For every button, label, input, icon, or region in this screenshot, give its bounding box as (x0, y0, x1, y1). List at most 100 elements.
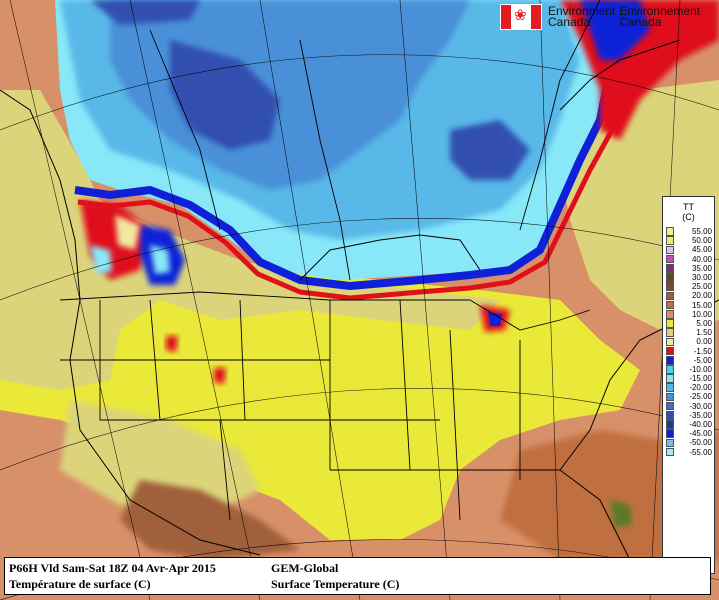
legend-label: 40.00 (691, 254, 712, 264)
legend-label: -25.00 (689, 392, 712, 402)
legend-entry: 10.00 (666, 310, 712, 319)
legend-label: -55.00 (689, 447, 712, 457)
legend-label: -1.50 (693, 346, 712, 356)
legend-swatch (666, 319, 674, 328)
legend-swatch (666, 346, 674, 356)
legend-swatch (666, 309, 674, 319)
legend-label: 25.00 (691, 282, 712, 292)
legend-entry: -45.00 (666, 429, 712, 438)
wordmark-fr-line2: Canada (619, 15, 662, 29)
mountain-cold-pocket-3 (90, 245, 112, 274)
legend-label: -35.00 (689, 410, 712, 420)
legend-entry: 30.00 (666, 273, 712, 282)
legend-swatch (666, 273, 674, 282)
florida-hot-spot (610, 500, 632, 528)
legend-entry: -55.00 (666, 448, 712, 457)
legend-swatch (666, 264, 674, 273)
legend-label: -20.00 (689, 383, 712, 393)
legend-swatch (666, 383, 674, 393)
legend-entry: 40.00 (666, 255, 712, 264)
legend-label: -40.00 (689, 420, 712, 430)
legend-swatch (666, 245, 674, 255)
cool-olive-south (60, 400, 260, 520)
legend-swatch (666, 438, 674, 448)
legend-swatch (666, 328, 674, 337)
legend-entry: 50.00 (666, 236, 712, 245)
legend-variable: TT (683, 202, 694, 212)
legend-swatch (666, 337, 674, 347)
legend-entry: -1.50 (666, 346, 712, 356)
legend-swatch (666, 300, 674, 310)
legend-entry: -30.00 (666, 402, 712, 411)
legend-label: -10.00 (689, 364, 712, 374)
legend-entry: 0.00 (666, 337, 712, 346)
mountain-cold-pocket-9 (214, 368, 226, 384)
legend-units: (C) (682, 212, 695, 222)
legend-entry: 20.00 (666, 291, 712, 300)
legend-entry: 1.50 (666, 328, 712, 337)
legend-label: 10.00 (691, 309, 712, 319)
political-boundaries (59, 0, 601, 521)
legend-swatch (666, 282, 674, 292)
legend-entry: 15.00 (666, 301, 712, 310)
legend-swatch (666, 227, 674, 236)
cool-olive-region (0, 90, 500, 390)
title-french: Température de surface (C) (9, 577, 151, 591)
freezing-line-red (77, 39, 625, 301)
legend-label: -50.00 (689, 438, 712, 448)
legend-swatch (666, 236, 674, 246)
legend-label: 20.00 (691, 291, 712, 301)
title-english: Surface Temperature (C) (271, 577, 400, 591)
legend-swatch (666, 401, 674, 411)
legend-swatch (666, 291, 674, 301)
legend-swatch (666, 429, 674, 439)
legend-entry: 55.00 (666, 227, 712, 236)
legend-label: -30.00 (689, 401, 712, 411)
agency-wordmark: Environment Environnement Canada Canada (548, 4, 701, 29)
legend-swatch (666, 254, 674, 264)
legend-label: -5.00 (693, 355, 712, 365)
legend-entry: 45.00 (666, 245, 712, 254)
mountain-cold-pocket-4 (150, 245, 170, 274)
valid-time-label: P66H Vld Sam-Sat 18Z 04 Avr-Apr 2015 (9, 561, 216, 575)
legend-label: 45.00 (691, 245, 712, 255)
legend-entry: -20.00 (666, 383, 712, 392)
legend-swatch (666, 355, 674, 365)
legend-label: 1.50 (696, 328, 712, 338)
legend-label: -15.00 (689, 374, 712, 384)
legend-label: -45.00 (689, 429, 712, 439)
northeast-cold-band-blue (580, 0, 650, 60)
mountain-cold-pocket-7 (488, 312, 502, 326)
cold-top-band (90, 0, 200, 25)
canada-flag-icon (500, 4, 542, 30)
legend-swatch (666, 447, 674, 457)
legend-entry: -35.00 (666, 411, 712, 420)
legend-label: 15.00 (691, 300, 712, 310)
legend-label: 30.00 (691, 273, 712, 283)
legend-entry: -40.00 (666, 420, 712, 429)
wordmark-en-line1: Environment (548, 4, 616, 18)
legend-entry: 5.00 (666, 319, 712, 328)
wordmark-fr-line1: Environnement (619, 4, 701, 18)
freezing-line-blue (74, 39, 612, 290)
legend-label: 5.00 (696, 318, 712, 328)
legend-entries: 55.00 50.00 45.00 40.00 35.00 30.00 25.00 20.00… (666, 227, 712, 457)
cold-deep-blue-core (170, 40, 280, 150)
mountain-cold-pocket-8 (166, 336, 178, 352)
legend-entry: -5.00 (666, 356, 712, 365)
legend-label: 50.00 (691, 236, 712, 246)
legend-entry: -10.00 (666, 365, 712, 374)
hot-brown-southwest (120, 480, 300, 560)
legend-entry: -50.00 (666, 438, 712, 447)
legend-swatch (666, 365, 674, 374)
wordmark-en-line2: Canada (548, 15, 591, 29)
mountain-cold-pocket-5 (115, 215, 140, 250)
legend-label: 35.00 (691, 263, 712, 273)
legend-entry: 35.00 (666, 264, 712, 273)
model-name: GEM-Global (271, 561, 339, 575)
legend-label: 0.00 (696, 337, 712, 347)
color-legend: TT (C) 55.00 50.00 45.00 40.00 35.00 30.00 25.… (662, 196, 715, 574)
legend-entry: -25.00 (666, 392, 712, 401)
